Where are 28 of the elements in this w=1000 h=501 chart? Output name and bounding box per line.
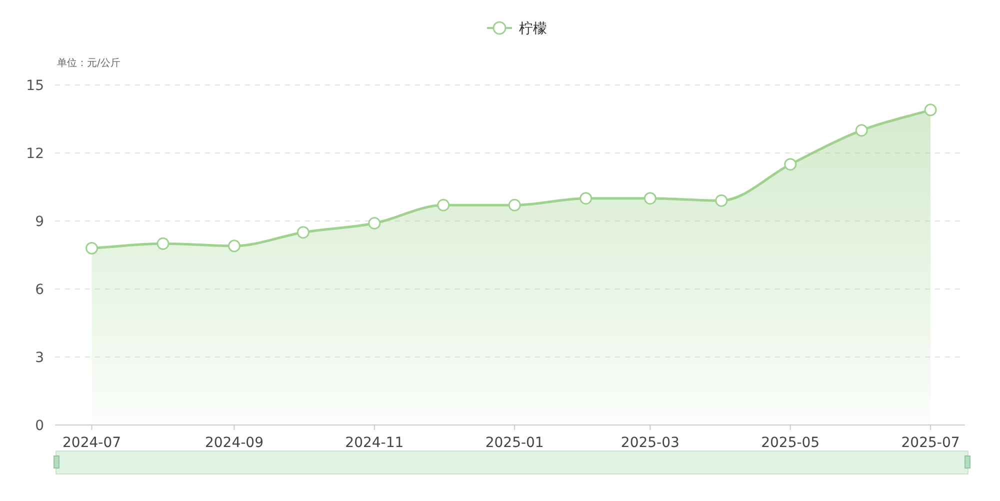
y-axis-title: 单位：元/公斤 (57, 57, 120, 69)
point (296, 226, 310, 239)
point (784, 158, 797, 171)
point (644, 192, 656, 205)
point (156, 237, 170, 250)
point (508, 198, 521, 212)
x-tick-label: 2025-03 (620, 435, 680, 451)
point (437, 198, 450, 212)
point (580, 192, 592, 205)
y-tick-label: 12 (26, 146, 44, 162)
point (855, 124, 868, 137)
x-tick-label: 2024-09 (204, 435, 264, 451)
y-tick-label: 15 (26, 78, 44, 94)
x-tick-label: 2024-11 (345, 435, 404, 451)
x-tick-label: 2024-07 (62, 435, 122, 451)
y-tick-label: 0 (35, 418, 44, 434)
point (924, 104, 937, 116)
x-tick-label: 2025-05 (761, 435, 820, 451)
y-tick-label: 3 (35, 350, 44, 366)
point (228, 240, 240, 252)
point (368, 217, 381, 230)
x-tick-label: 2025-07 (901, 435, 960, 451)
legend-label: 柠檬 (519, 21, 547, 37)
x-tick-label: 2025-01 (485, 435, 544, 451)
y-tick-label: 6 (35, 282, 44, 298)
point (86, 242, 98, 254)
y-tick-label: 9 (35, 214, 44, 230)
point (715, 194, 728, 207)
